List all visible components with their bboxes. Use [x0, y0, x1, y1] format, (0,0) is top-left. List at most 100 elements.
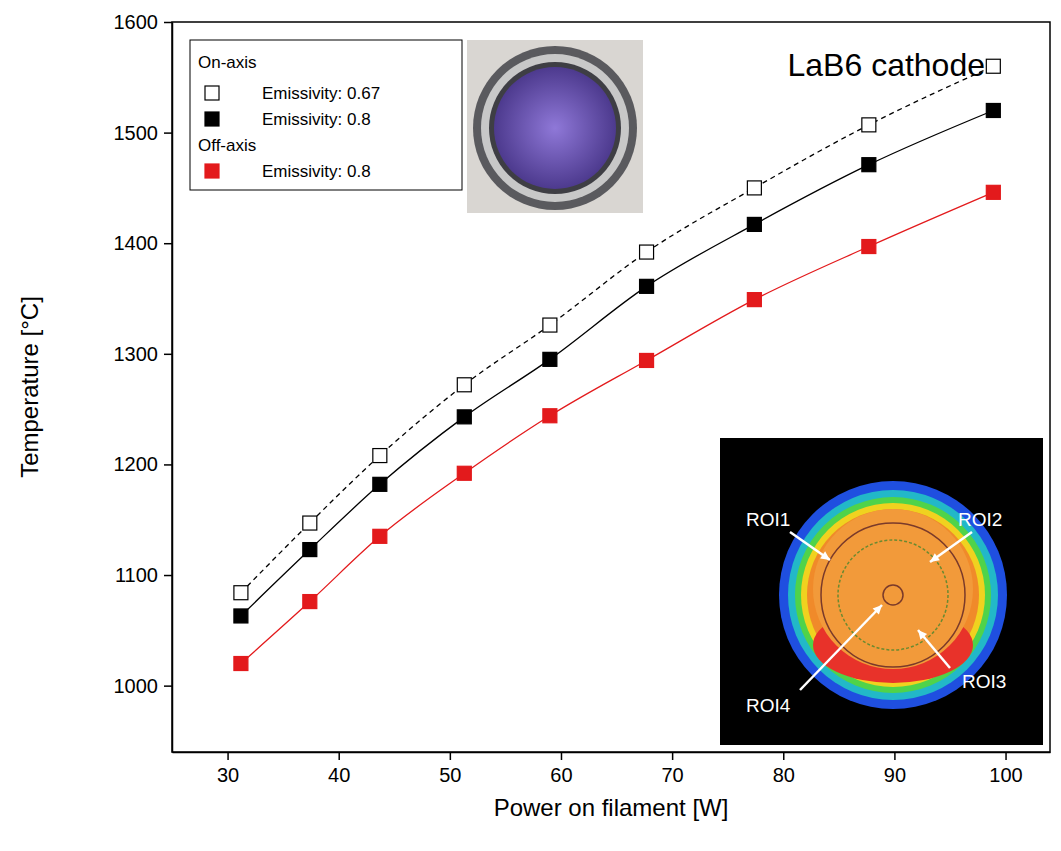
roi-label: ROI4 [746, 695, 791, 716]
photo-inner-ring [489, 62, 621, 194]
insets [467, 40, 1043, 745]
y-tick: 1100 [115, 564, 172, 586]
x-tick-label: 100 [989, 764, 1022, 786]
data-point [640, 279, 654, 293]
photo-silver-ring [481, 54, 629, 202]
data-point [457, 410, 471, 424]
data-point [862, 158, 876, 172]
data-point [747, 293, 761, 307]
x-tick: 40 [328, 752, 350, 786]
x-tick-mark [894, 752, 896, 760]
x-tick-mark [672, 752, 674, 760]
y-tick-mark [164, 464, 172, 466]
y-tick: 1000 [114, 675, 173, 697]
x-tick-mark [227, 752, 229, 760]
roi-label: ROI1 [746, 509, 790, 530]
data-point [986, 103, 1000, 117]
data-point [986, 59, 1000, 73]
x-tick-label: 90 [884, 764, 906, 786]
y-tick-mark [164, 243, 172, 245]
data-point [234, 609, 248, 623]
data-point [457, 378, 471, 392]
x-tick: 100 [989, 752, 1022, 786]
legend-label: Emissivity: 0.67 [262, 84, 380, 103]
series-line [241, 192, 993, 663]
roi-arrow-head [930, 553, 940, 562]
legend-marker [205, 86, 219, 100]
thermal-ring [779, 481, 1007, 709]
data-point [543, 318, 557, 332]
x-tick-mark [1005, 752, 1007, 760]
roi-arrow [918, 630, 950, 668]
plot-frame [172, 22, 1050, 752]
x-tick: 60 [550, 752, 572, 786]
roi-label: ROI3 [962, 671, 1006, 692]
legend-marker [205, 164, 219, 178]
data-point [234, 657, 248, 671]
legend-box [190, 40, 462, 190]
legend-marker [205, 112, 219, 126]
y-tick-label: 1400 [114, 232, 159, 254]
annotation: LaB6 cathode [788, 47, 986, 83]
data-point [862, 118, 876, 132]
roi-circle [883, 585, 903, 605]
x-axis-line [173, 752, 1051, 754]
x-axis-title: Power on filament [W] [494, 794, 729, 821]
x-tick-label: 30 [217, 764, 239, 786]
y-tick: 1300 [114, 343, 173, 365]
y-tick-mark [164, 575, 172, 577]
y-tick: 1500 [114, 122, 173, 144]
x-tick: 30 [217, 752, 239, 786]
y-tick: 1400 [114, 232, 173, 254]
x-axis: 30 40 50 60 70 80 90 100 [173, 752, 1051, 786]
roi-arrow [930, 532, 972, 562]
y-tick-label: 1000 [114, 675, 159, 697]
photo-background [467, 40, 643, 213]
y-axis-title: Temperature [°C] [16, 296, 43, 478]
y-tick-mark [164, 132, 172, 134]
y-axis-line [172, 23, 174, 753]
x-tick-label: 60 [550, 764, 572, 786]
y-tick-label: 1600 [114, 11, 159, 33]
x-tick: 90 [884, 752, 906, 786]
legend-label: Emissivity: 0.8 [262, 162, 371, 181]
roi-label: ROI2 [958, 509, 1002, 530]
photo-cathode-disc [494, 67, 616, 189]
roi-arrow [800, 605, 882, 690]
x-tick-mark [338, 752, 340, 760]
data-point [747, 181, 761, 195]
data-point [373, 477, 387, 491]
data-point [234, 586, 248, 600]
y-tick-label: 1500 [114, 122, 159, 144]
x-tick: 70 [662, 752, 684, 786]
data-point [543, 352, 557, 366]
x-tick-mark [783, 752, 785, 760]
data-point [747, 217, 761, 231]
data-point [303, 516, 317, 530]
legend: On-axis Emissivity: 0.67 Emissivity: 0.8 Of… [190, 40, 462, 190]
legend-label: Emissivity: 0.8 [262, 110, 371, 129]
y-tick-mark [164, 685, 172, 687]
legend-group-title: Off-axis [198, 136, 256, 155]
photo-outer-ring [473, 46, 637, 210]
chart: 30 40 50 60 70 80 90 100 1000 1100 1200 1300 1400 150… [0, 0, 1061, 851]
x-tick-label: 70 [662, 764, 684, 786]
data-point [640, 353, 654, 367]
y-tick: 1600 [114, 11, 173, 33]
legend-group-title: On-axis [198, 53, 257, 72]
y-tick: 1200 [114, 453, 173, 475]
x-tick-label: 80 [773, 764, 795, 786]
roi-arrow-head [820, 551, 830, 560]
data-point [303, 543, 317, 557]
data-point [303, 595, 317, 609]
data-point [986, 185, 1000, 199]
data-point [862, 240, 876, 254]
annotations: LaB6 cathode ROI1 ROI2 ROI3 ROI4 [746, 47, 1006, 716]
data-point [543, 409, 557, 423]
data-point [640, 245, 654, 259]
roi-arrow-head [873, 605, 882, 615]
y-tick-mark [164, 22, 172, 24]
x-tick: 50 [439, 752, 461, 786]
y-tick-label: 1200 [114, 453, 159, 475]
y-tick-mark [164, 354, 172, 356]
